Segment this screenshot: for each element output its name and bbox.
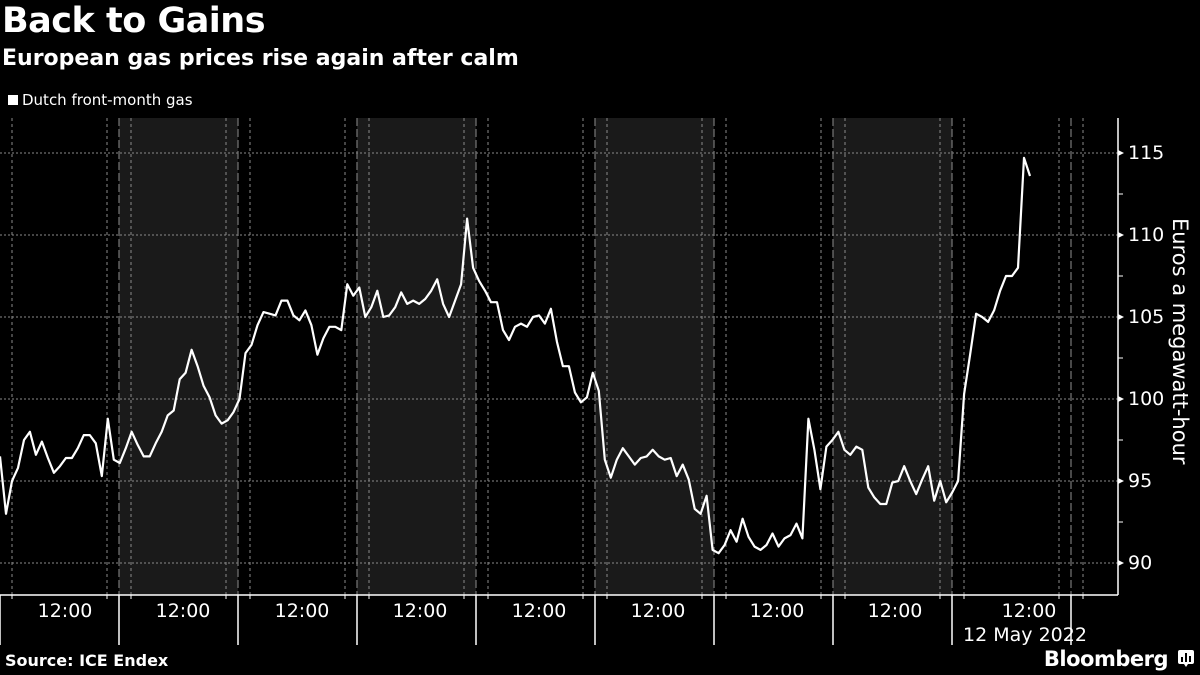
chart-title: Back to Gains xyxy=(2,1,266,41)
x-tick-label: 12:00 xyxy=(749,600,805,622)
x-tick-label: 12:00 xyxy=(511,600,567,622)
y-tick-label: 100 xyxy=(1128,388,1165,410)
x-tick-label: 12:00 xyxy=(155,600,211,622)
x-tick-label: 12:00 xyxy=(630,600,686,622)
legend-swatch-icon xyxy=(8,95,18,105)
x-tick-label: 12:00 xyxy=(1001,600,1057,622)
grid-lines xyxy=(0,118,1118,595)
y-tick-label: 110 xyxy=(1128,224,1165,246)
x-date-label: 12 May 2022 xyxy=(963,624,1087,646)
chart-subtitle: European gas prices rise again after cal… xyxy=(2,46,519,71)
x-tick-label: 12:00 xyxy=(392,600,448,622)
y-tick-label: 95 xyxy=(1128,470,1153,492)
x-tick-label: 12:00 xyxy=(37,600,93,622)
source-note: Source: ICE Endex xyxy=(5,651,169,670)
shaded-day-bands xyxy=(119,118,952,595)
bloomberg-chart-icon xyxy=(1178,650,1194,667)
legend: Dutch front-month gas xyxy=(8,90,193,110)
axes xyxy=(0,118,1124,645)
y-tick-label: 90 xyxy=(1128,552,1153,574)
y-tick-label: 115 xyxy=(1128,142,1165,164)
brand-logo: Bloomberg xyxy=(1043,647,1169,671)
series-line-dutch-gas xyxy=(0,156,1032,555)
x-tick-label: 12:00 xyxy=(274,600,330,622)
y-tick-label: 105 xyxy=(1128,306,1165,328)
y-axis-label: Euros a megawatt-hour xyxy=(1168,218,1192,465)
x-tick-label: 12:00 xyxy=(867,600,923,622)
legend-label: Dutch front-month gas xyxy=(22,91,193,109)
